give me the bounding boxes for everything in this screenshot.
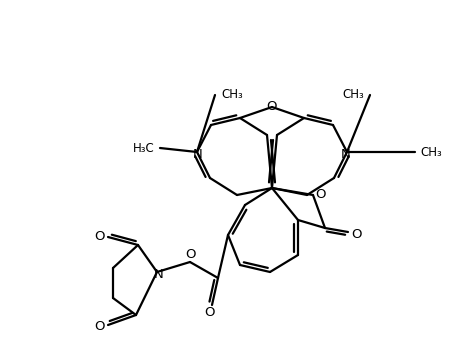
Text: CH₃: CH₃	[420, 146, 442, 160]
Text: N: N	[341, 147, 351, 161]
Text: CH₃: CH₃	[221, 88, 243, 100]
Text: H₃C: H₃C	[133, 143, 155, 155]
Text: N: N	[154, 267, 164, 281]
Text: O: O	[352, 228, 362, 242]
Text: O: O	[205, 307, 215, 319]
Text: CH₃: CH₃	[342, 88, 364, 100]
Text: N: N	[193, 147, 203, 161]
Text: O: O	[267, 100, 277, 112]
Text: O: O	[316, 188, 326, 200]
Text: O: O	[95, 320, 105, 334]
Text: O: O	[186, 247, 196, 261]
Text: O: O	[95, 229, 105, 243]
